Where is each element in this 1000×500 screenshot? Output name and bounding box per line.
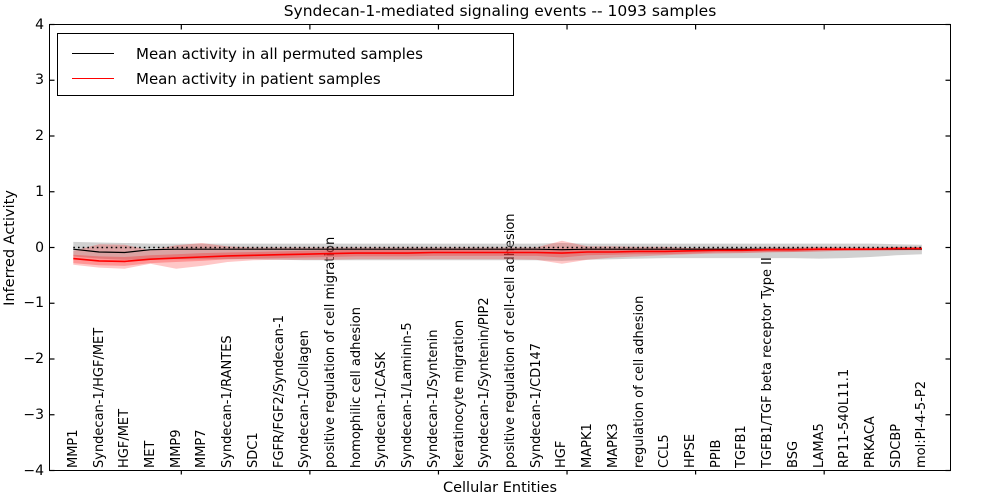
- x-category-label: Syndecan-1/CASK: [374, 352, 390, 468]
- x-category-label: RP11-540L11.1: [837, 368, 853, 468]
- legend-line-sample-patient: [72, 78, 114, 79]
- y-tick-label: −3: [23, 406, 44, 423]
- x-category-label: Syndecan-1/Syntenin/PIP2: [477, 297, 493, 468]
- x-category-label: TGFB1/TGF beta receptor Type II: [760, 257, 776, 468]
- legend-item-patient: Mean activity in patient samples: [72, 66, 513, 91]
- y-tick-label: −4: [23, 462, 44, 479]
- x-category-label: regulation of cell adhesion: [631, 295, 647, 468]
- legend-label-permuted: Mean activity in all permuted samples: [136, 44, 423, 63]
- x-category-label: CCL5: [657, 434, 673, 468]
- x-category-label: MAPK1: [580, 423, 596, 468]
- x-category-label: Syndecan-1/Laminin-5: [400, 322, 416, 468]
- x-category-label: PRKACA: [862, 416, 878, 468]
- chart-title: Syndecan-1-mediated signaling events -- …: [283, 2, 717, 20]
- x-category-label: LAMA5: [811, 423, 827, 468]
- x-category-label: Syndecan-1/Collagen: [297, 330, 313, 468]
- x-axis-label: Cellular Entities: [442, 480, 558, 496]
- line-patient-mean: [73, 247, 922, 263]
- x-category-label: MMP1: [65, 429, 81, 468]
- x-category-label: SDC1: [245, 432, 261, 468]
- x-category-label: HGF: [554, 440, 570, 468]
- x-category-label: mol:PI-4-5-P2: [914, 380, 930, 468]
- x-category-label: positive regulation of cell-cell adhesio…: [502, 213, 518, 468]
- x-category-label: MAPK3: [605, 423, 621, 468]
- x-category-label: Syndecan-1/Syntenin: [425, 329, 441, 469]
- legend: Mean activity in all permuted samples Me…: [57, 33, 514, 96]
- x-category-label: Syndecan-1/CD147: [528, 342, 544, 468]
- band-patient-samples-inner: [73, 246, 922, 266]
- x-category-label: MET: [142, 440, 158, 468]
- band-patient-samples-outer: [73, 240, 922, 269]
- x-category-label: HGF/MET: [117, 408, 133, 468]
- x-category-label: MMP9: [168, 429, 184, 468]
- legend-label-patient: Mean activity in patient samples: [136, 69, 381, 88]
- y-tick-label: 4: [35, 16, 44, 33]
- x-category-label: keratinocyte migration: [451, 319, 467, 468]
- x-category-label: FGFR/FGF2/Syndecan-1: [271, 315, 287, 468]
- band-permuted-samples-range: [73, 241, 922, 261]
- x-category-label: HPSE: [682, 433, 698, 468]
- line-permuted-mean: [73, 248, 922, 254]
- x-category-label: TGFB1: [734, 425, 750, 468]
- legend-item-permuted: Mean activity in all permuted samples: [72, 41, 513, 66]
- x-category-label: Syndecan-1/HGF/MET: [91, 327, 107, 468]
- legend-line-sample-permuted: [72, 53, 114, 54]
- y-tick-label: 2: [35, 128, 44, 144]
- x-category-label: positive regulation of cell migration: [322, 236, 338, 468]
- y-tick-label: −2: [23, 351, 44, 367]
- x-category-label: Syndecan-1/RANTES: [220, 335, 236, 468]
- y-tick-label: −1: [23, 295, 44, 312]
- x-category-label: BSG: [785, 440, 801, 468]
- x-category-label: SDCBP: [888, 423, 904, 468]
- x-category-label: homophilic cell adhesion: [348, 307, 364, 468]
- y-tick-label: 1: [35, 183, 44, 200]
- y-tick-label: 3: [35, 72, 44, 89]
- y-tick-label: 0: [35, 239, 44, 256]
- x-category-label: MMP7: [194, 429, 210, 468]
- x-category-label: PPIB: [708, 439, 724, 468]
